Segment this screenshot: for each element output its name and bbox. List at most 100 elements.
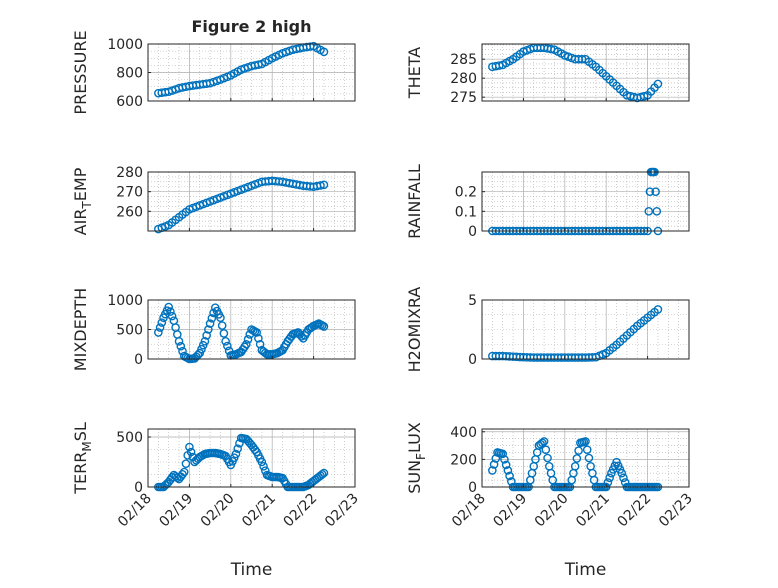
data-point-sun_flux — [541, 445, 551, 455]
data-point-mixdepth — [285, 334, 294, 344]
data-point-sun_flux — [532, 448, 542, 457]
data-point-sun_flux — [500, 455, 509, 464]
panel-mixdepth: 0 500 1000 MIXDEPTH — [71, 288, 356, 371]
x-tick-label: 02/19 — [156, 491, 196, 531]
data-point-sun_flux — [619, 473, 628, 483]
axes-box-h2omixra — [481, 299, 690, 360]
data-point-h2omixra — [619, 334, 628, 343]
data-point-terr_msl — [271, 472, 280, 482]
y-tick-label-mixdepth: 1000 — [107, 293, 143, 309]
data-point-mixdepth — [250, 327, 260, 336]
data-point-pressure — [223, 72, 232, 82]
data-point-sun_flux — [582, 445, 592, 455]
panel-rainfall: 0 0.1 0.2 RAINFALL — [405, 164, 690, 240]
data-point-sun_flux — [579, 437, 589, 447]
data-point-terr_msl — [316, 471, 325, 480]
y-tick-label-terr_msl: 500 — [116, 430, 143, 446]
x-tick-label: 02/18 — [449, 491, 489, 531]
y-tick-label-mixdepth: 500 — [116, 323, 143, 339]
y-tick-label-h2omixra: 5 — [468, 293, 477, 309]
panel-sun_flux: 0 200 400 02/18 02/19 02/20 02/21 02/22 02/23 SUN… — [405, 422, 696, 580]
data-point-mixdepth — [217, 321, 227, 330]
data-point-terr_msl — [255, 454, 265, 463]
data-point-mixdepth — [197, 344, 206, 354]
data-point-theta — [543, 44, 552, 53]
data-point-theta — [626, 91, 635, 101]
data-point-pressure — [250, 61, 260, 70]
data-point-sun_flux — [527, 468, 537, 478]
data-point-h2omixra — [598, 350, 608, 359]
data-point-h2omixra — [553, 353, 563, 362]
data-point-mixdepth — [312, 320, 322, 329]
data-point-pressure — [178, 83, 187, 92]
data-point-terr_msl — [167, 473, 177, 482]
panel-h2omixra: 0 5 H2OMIXRA — [405, 287, 690, 372]
data-point-theta — [588, 59, 597, 69]
data-point-air_temp — [302, 181, 312, 191]
data-point-mixdepth — [223, 341, 232, 351]
y-axis-label-terr_msl: TERRMSL — [71, 422, 94, 495]
data-point-terr_msl — [243, 436, 253, 446]
data-point-pressure — [302, 42, 312, 52]
y-axis-label-rainfall: RAINFALL — [405, 164, 424, 239]
y-axis-label-pressure: PRESSURE — [71, 30, 90, 114]
data-point-sun_flux — [548, 475, 558, 485]
data-point-rainfall — [651, 187, 660, 196]
data-point-terr_msl — [191, 456, 201, 465]
y-tick-label-sun_flux: 400 — [450, 425, 477, 441]
data-point-air_temp — [281, 178, 291, 187]
data-point-theta — [639, 91, 649, 101]
y-tick-label-pressure: 1000 — [107, 37, 143, 53]
data-point-sun_flux — [543, 453, 552, 463]
data-point-h2omixra — [491, 351, 501, 361]
panel-theta: 275 280 285 THETA — [405, 43, 690, 106]
data-point-sun_flux — [572, 454, 582, 463]
data-point-terr_msl — [214, 449, 224, 458]
data-point-terr_msl — [259, 462, 268, 471]
y-axis-label-mixdepth: MIXDEPTH — [71, 288, 90, 371]
x-tick-label: 02/21 — [573, 491, 613, 531]
data-point-h2omixra — [639, 316, 649, 325]
data-point-sun_flux — [569, 468, 578, 478]
panel-terr_msl: 0 500 02/18 02/19 02/20 02/21 02/22 02/23 TERRMS… — [71, 422, 362, 580]
y-tick-label-sun_flux: 200 — [450, 452, 477, 468]
data-point-rainfall — [644, 207, 654, 216]
y-tick-label-rainfall: 0.1 — [455, 204, 477, 220]
data-point-sun_flux — [538, 438, 547, 448]
data-point-mixdepth — [157, 318, 167, 327]
data-point-theta — [505, 56, 514, 66]
data-point-theta — [515, 49, 525, 59]
data-point-mixdepth — [205, 319, 215, 328]
x-tick-label: 02/18 — [115, 491, 155, 531]
data-point-mixdepth — [207, 313, 217, 323]
x-tick-label: 02/21 — [239, 491, 279, 531]
y-tick-label-rainfall: 0.2 — [455, 185, 477, 201]
data-point-air_temp — [316, 181, 325, 190]
data-point-mixdepth — [183, 353, 192, 363]
data-point-sun_flux — [589, 475, 599, 485]
y-tick-label-rainfall: 0 — [468, 224, 477, 240]
data-point-terr_msl — [209, 448, 218, 458]
x-tick-label: 02/20 — [532, 491, 572, 531]
y-tick-label-pressure: 600 — [116, 94, 143, 110]
data-point-sun_flux — [536, 439, 545, 449]
data-point-h2omixra — [629, 324, 639, 334]
data-point-sun_flux — [489, 460, 499, 469]
data-point-theta — [608, 78, 618, 87]
data-point-terr_msl — [181, 459, 191, 468]
data-point-h2omixra — [512, 352, 521, 362]
data-point-mixdepth — [266, 349, 275, 359]
data-point-theta — [491, 61, 501, 71]
data-point-sun_flux — [603, 478, 613, 487]
x-tick-label: 02/22 — [615, 491, 655, 531]
data-point-h2omixra — [584, 353, 594, 362]
data-point-pressure — [233, 67, 242, 76]
data-point-theta — [619, 87, 628, 97]
data-point-mixdepth — [317, 321, 327, 330]
data-point-h2omixra — [608, 343, 618, 352]
data-point-theta — [650, 83, 659, 92]
data-point-mixdepth — [214, 310, 224, 319]
data-point-terr_msl — [160, 481, 170, 490]
y-tick-label-air_temp: 260 — [116, 204, 143, 220]
